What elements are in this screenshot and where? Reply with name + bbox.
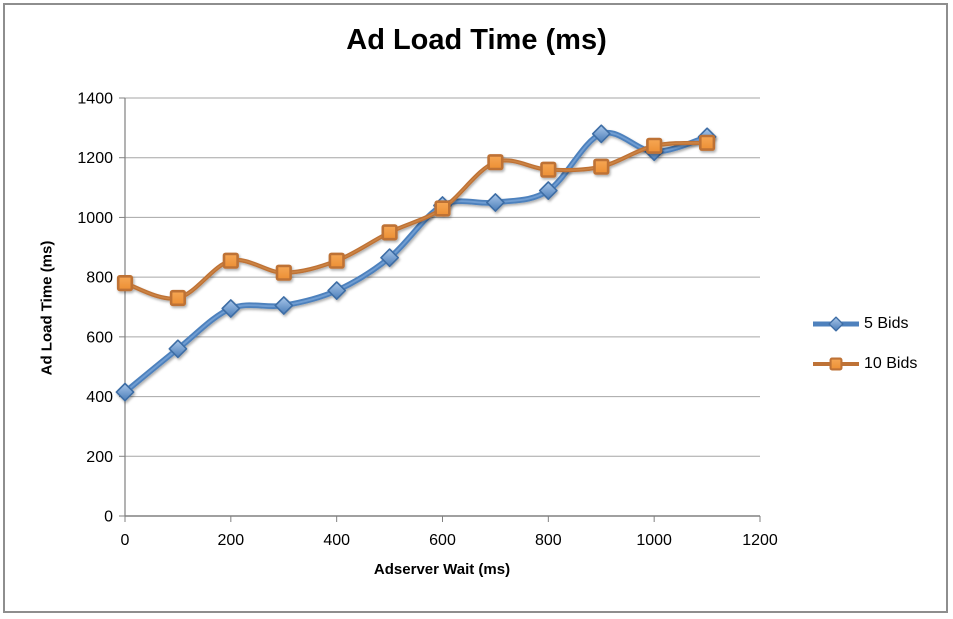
data-point-marker-5-bids [485,193,505,212]
legend-label-10-bids: 10 Bids [864,355,918,372]
series-line-5-bids [122,129,710,395]
x-tick-label: 1000 [636,532,672,549]
x-tick-label: 200 [217,532,244,549]
y-tick-label: 1400 [77,91,113,108]
series-line-highlight-5-bids [124,131,709,394]
legend: 5 Bids 10 Bids [811,311,917,377]
data-point-marker-10-bids [328,252,345,269]
y-tick-label: 1000 [77,210,113,227]
data-point-marker-5-bids [538,181,558,200]
data-point-marker-5-bids [380,248,400,268]
data-point-marker-10-bids [646,137,663,154]
legend-swatch-5-bids [813,316,859,332]
y-tick-label: 600 [86,329,113,346]
data-point-marker-10-bids [593,158,610,175]
data-point-marker-10-bids [829,357,843,371]
x-tick-label: 800 [535,532,562,549]
x-tick-label: 1200 [742,532,778,549]
series-line-10-bids [122,140,710,301]
data-point-marker-10-bids [275,264,292,281]
x-tick-label: 600 [429,532,456,549]
y-tick-label: 0 [104,509,113,526]
data-point-marker-10-bids [487,154,504,171]
data-point-marker-5-bids [591,124,611,144]
legend-item-5-bids: 5 Bids [811,311,917,337]
data-point-marker-5-bids [168,339,188,359]
data-point-marker-5-bids [115,382,135,402]
data-point-marker-5-bids [274,296,294,315]
y-tick-label: 1200 [77,150,113,167]
data-point-marker-10-bids [169,289,187,307]
x-axis-title: Adserver Wait (ms) [373,561,511,578]
y-axis-title: Ad Load Time (ms) [38,240,56,376]
series-10-bids [116,134,716,307]
legend-label-5-bids: 5 Bids [864,315,909,332]
data-point-marker-5-bids [828,316,844,332]
data-point-marker-10-bids [381,224,398,241]
data-point-marker-5-bids [327,281,347,301]
data-point-marker-10-bids [698,134,716,151]
chart-title: Ad Load Time (ms) [346,24,607,56]
legend-item-10-bids: 10 Bids [811,351,917,377]
data-point-marker-5-bids [221,299,241,318]
y-tick-label: 200 [86,449,113,466]
data-point-marker-10-bids [116,274,134,292]
data-point-marker-10-bids [222,252,239,269]
data-point-marker-10-bids [540,161,557,178]
legend-swatch-10-bids [813,357,859,371]
series-5-bids [115,124,717,402]
x-tick-label: 400 [323,532,350,549]
x-tick-label: 0 [121,532,130,549]
data-point-marker-10-bids [434,200,451,217]
y-tick-label: 400 [86,389,113,406]
y-tick-label: 800 [86,270,113,287]
